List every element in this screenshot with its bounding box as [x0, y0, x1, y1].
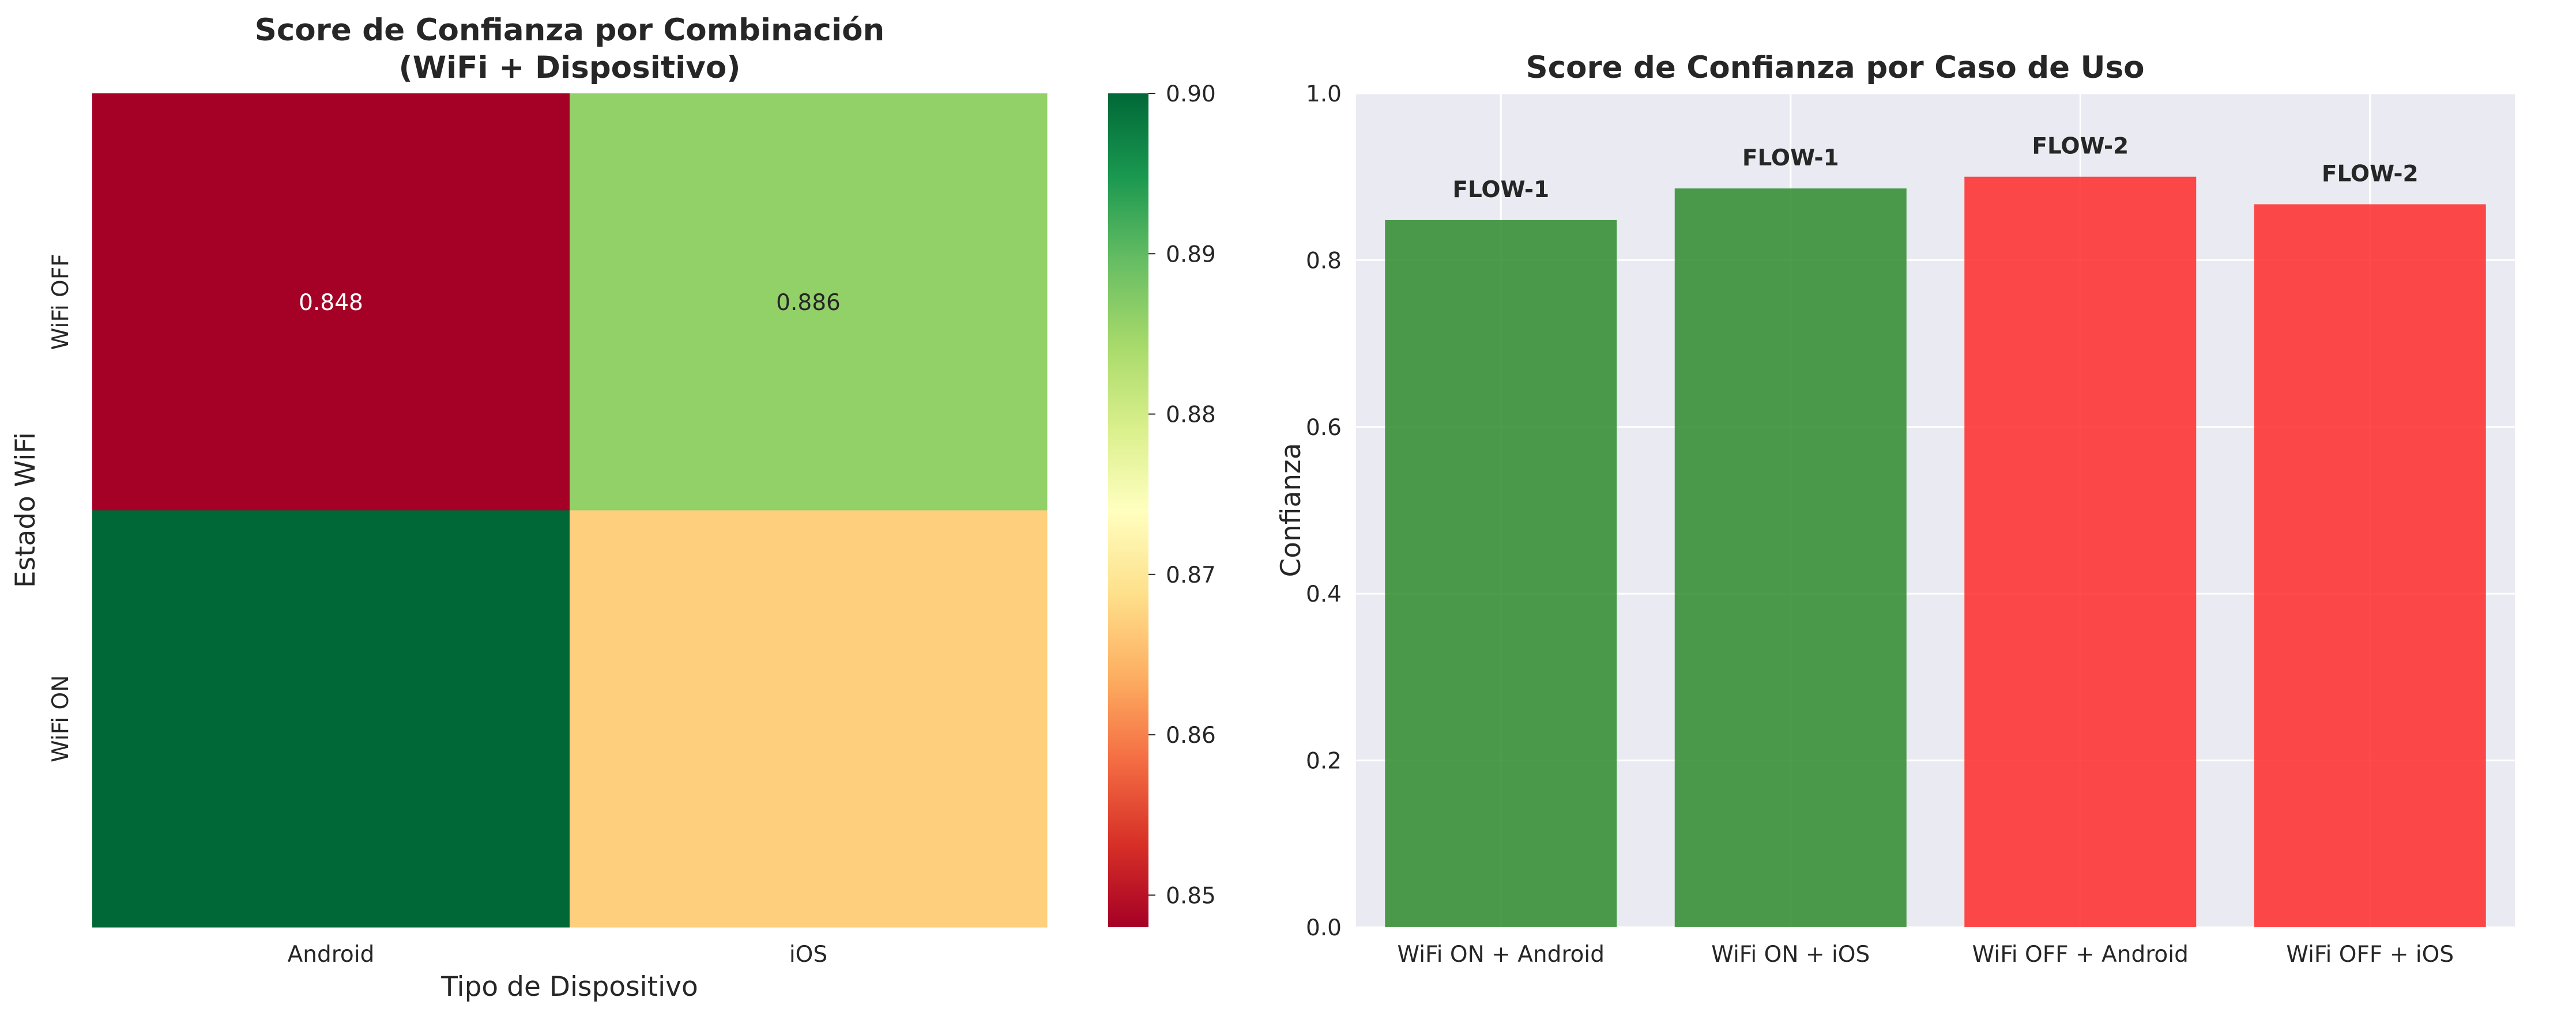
bar-x-tick-label: WiFi ON + Android	[1398, 942, 1605, 968]
colorbar-tick-label: 0.85	[1166, 883, 1216, 909]
bar-x-tick-label: WiFi ON + iOS	[1711, 942, 1870, 968]
bar-y-tick-label: 0.6	[1306, 415, 1342, 441]
bar-chart-title: Score de Confianza por Caso de Uso	[1526, 50, 2144, 85]
heatmap-y-tick-label: WiFi OFF	[48, 254, 74, 350]
heatmap-cell	[570, 510, 1048, 928]
heatmap-cell-label: 0.848	[299, 290, 363, 316]
colorbar-ticks: 0.85 0.86 0.87 0.88 0.89 0.90	[1148, 81, 1216, 909]
bar-x-tick-label: WiFi OFF + Android	[1972, 942, 2189, 968]
heatmap-y-tick-label: WiFi ON	[48, 675, 74, 762]
colorbar-tick-label: 0.86	[1166, 723, 1216, 749]
bar-ticks: 0.0 0.2 0.4 0.6 0.8 1.0 WiFi ON + Android WiFi …	[1306, 81, 2454, 968]
bar	[1385, 220, 1617, 928]
bar-y-tick-label: 0.2	[1306, 749, 1342, 775]
heatmap-cell-label: 0.886	[776, 290, 841, 316]
heatmap-panel: Score de Confianza por Combinación (WiFi…	[10, 13, 1048, 1003]
heatmap-cells: 0.848 0.886	[92, 93, 1048, 928]
heatmap-x-tick-label: Android	[288, 942, 375, 968]
bar	[2254, 204, 2486, 928]
colorbar: 0.85 0.86 0.87 0.88 0.89 0.90	[1108, 81, 1216, 927]
colorbar-tick-label: 0.87	[1166, 562, 1216, 588]
colorbar-tick-label: 0.89	[1166, 241, 1216, 267]
heatmap-title: Score de Confianza por Combinación	[255, 13, 885, 48]
bar	[1674, 188, 1907, 927]
heatmap-cell	[570, 93, 1048, 511]
bar-data-label: FLOW-1	[1452, 177, 1549, 203]
colorbar-tick-label: 0.90	[1166, 81, 1216, 107]
heatmap-ylabel: Estado WiFi	[10, 432, 42, 588]
bar-panel: Score de Confianza por Caso de Uso FLOW-…	[1275, 50, 2515, 968]
colorbar-gradient	[1108, 93, 1148, 927]
heatmap-xlabel: Tipo de Dispositivo	[440, 971, 698, 1003]
bar-data-label: FLOW-1	[1742, 145, 1839, 171]
bar-data-label: FLOW-2	[2032, 134, 2129, 160]
bar-y-tick-label: 0.8	[1306, 248, 1342, 274]
bar-y-tick-label: 1.0	[1306, 81, 1342, 107]
bar-y-tick-label: 0.4	[1306, 581, 1342, 607]
heatmap-cell	[92, 510, 570, 928]
bar-ylabel: Confianza	[1275, 443, 1307, 577]
bar-data-label: FLOW-2	[2322, 161, 2419, 187]
heatmap-ticks: Android iOS WiFi OFF WiFi ON	[48, 254, 827, 968]
heatmap-cell	[92, 93, 570, 511]
heatmap-x-tick-label: iOS	[789, 942, 827, 968]
bar-y-tick-label: 0.0	[1306, 915, 1342, 941]
bar	[1964, 176, 2197, 928]
bar-x-tick-label: WiFi OFF + iOS	[2286, 942, 2454, 968]
colorbar-tick-label: 0.88	[1166, 402, 1216, 428]
bar-series: FLOW-1 FLOW-1 FLOW-2 FLOW-2	[1385, 134, 2486, 928]
heatmap-subtitle: (WiFi + Dispositivo)	[399, 50, 741, 85]
